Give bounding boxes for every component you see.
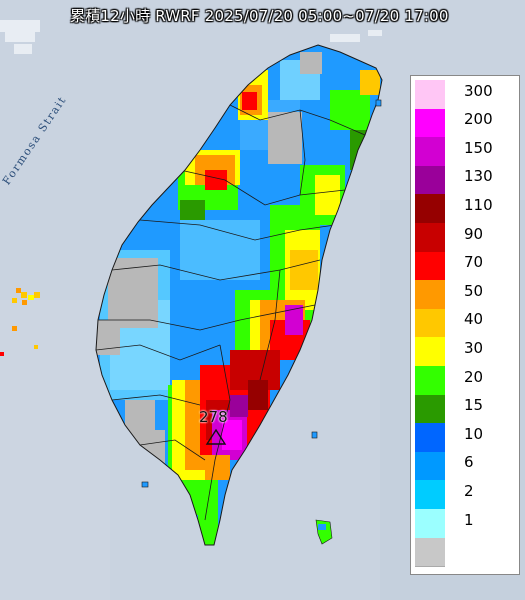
- legend-swatch: [415, 137, 445, 167]
- peak-value-label: 278: [199, 408, 228, 426]
- legend-swatch: [415, 451, 445, 482]
- peak-triangle-marker: [205, 428, 227, 445]
- legend-label: 10: [464, 424, 484, 443]
- legend-label: 40: [464, 310, 484, 329]
- legend-label: 130: [464, 167, 493, 186]
- legend-swatch: [415, 423, 445, 453]
- offshore-islands: [141, 99, 382, 545]
- legend-label: 90: [464, 224, 484, 243]
- legend-label: 150: [464, 138, 493, 157]
- legend-label: 300: [464, 81, 493, 100]
- island-outline: [95, 44, 383, 546]
- rainfall-legend: 300 200 150 130 110 90 70 50 40 30 20 15 10 6 2 1: [410, 75, 520, 575]
- legend-swatch: [415, 337, 445, 367]
- legend-label: 2: [464, 482, 474, 500]
- offshore-rain-west: [0, 288, 40, 356]
- legend-label: 6: [464, 453, 474, 472]
- legend-swatch: [415, 251, 445, 282]
- legend-label: 50: [464, 281, 484, 300]
- legend-swatch: [415, 509, 445, 539]
- map-title: 累積12小時 RWRF 2025/07/20 05:00~07/20 17:00: [70, 7, 449, 25]
- legend-label: 30: [464, 339, 484, 357]
- legend-label: 1: [464, 510, 474, 529]
- legend-swatch: [415, 280, 445, 310]
- legend-swatch: [415, 394, 445, 425]
- legend-swatch: [415, 223, 445, 253]
- legend-swatch: [415, 308, 445, 339]
- legend-label: 200: [464, 110, 493, 129]
- legend-swatch: [415, 366, 445, 396]
- county-boundaries: [96, 104, 366, 521]
- legend-label: 70: [464, 253, 484, 272]
- legend-swatch: [415, 537, 445, 568]
- legend-swatch: [415, 165, 445, 196]
- legend-swatch: [415, 108, 445, 139]
- cloud-patches: [0, 20, 382, 54]
- legend-label: 15: [464, 396, 484, 415]
- legend-swatch: [415, 480, 445, 510]
- legend-swatch: [415, 194, 445, 224]
- legend-swatch: [415, 80, 445, 110]
- legend-label: 110: [464, 196, 493, 214]
- legend-label: 20: [464, 367, 484, 386]
